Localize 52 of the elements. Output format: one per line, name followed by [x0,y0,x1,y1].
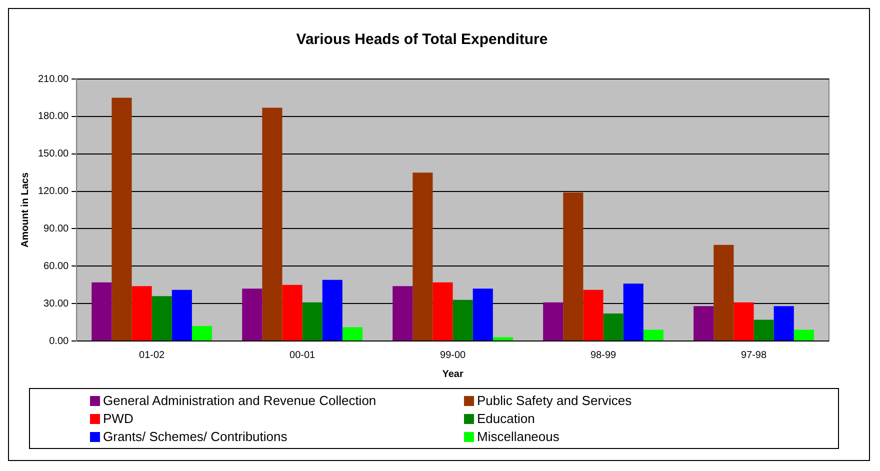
bar [192,326,212,340]
bar [112,98,132,340]
bar [714,244,734,340]
y-tick-label: 90.00 [44,223,70,234]
bar [472,288,493,340]
bar [432,282,453,340]
y-tick-label: 60.00 [44,260,70,272]
bar [322,280,342,340]
bar [152,296,172,340]
bar [603,314,624,340]
x-tick-label: 98-99 [590,350,616,361]
bar [583,290,604,340]
bar [623,284,644,340]
bar [754,320,774,340]
bar [492,337,513,340]
bar [282,284,302,340]
chart-title: Various Heads of Total Expenditure [296,31,548,48]
bar [563,192,584,340]
x-tick-label: 99-00 [440,350,466,361]
bar [92,282,112,340]
bar [694,306,714,340]
y-tick-label: 30.00 [44,298,70,310]
bar [242,288,262,340]
x-tick-label: 97-98 [740,350,767,361]
y-tick-label: 210.00 [38,74,70,85]
legend-label: Public Safety and Services [477,393,632,408]
y-tick-label: 150.00 [38,148,70,160]
y-tick-label: 120.00 [38,186,70,198]
bar [392,286,413,340]
legend-label: Miscellaneous [477,429,560,444]
legend-label: Grants/ Schemes/ Contributions [103,429,288,444]
y-tick-label: 0.00 [49,336,70,347]
x-tick-label: 00-01 [290,350,316,361]
bar [172,290,192,340]
bar [302,302,322,340]
y-axis-title: Amount in Lacs [20,172,31,248]
bar [452,300,473,340]
bar [543,302,564,340]
bar [342,327,363,340]
bar [643,330,664,340]
x-tick-label: 01-02 [139,350,166,361]
legend-label: PWD [103,411,134,426]
legend-label: General Administration and Revenue Collection [103,393,376,408]
bar [412,172,433,340]
y-tick-label: 180.00 [38,111,70,122]
bar [132,286,152,340]
bar [262,108,282,340]
bar [734,302,754,340]
x-axis-title: Year [442,368,464,380]
bar [794,330,814,340]
legend-label: Education [477,411,535,426]
bar [774,306,794,340]
